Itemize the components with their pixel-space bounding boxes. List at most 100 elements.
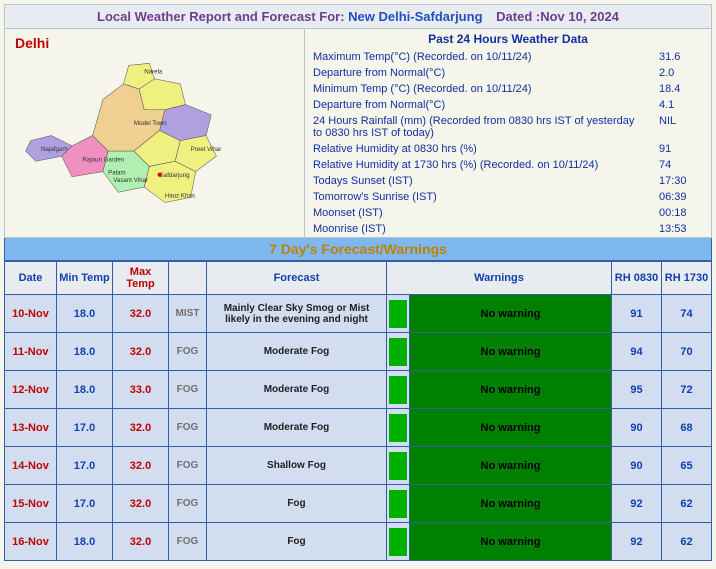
warning-color-box <box>389 528 407 556</box>
title-date: Dated :Nov 10, 2024 <box>496 9 619 24</box>
cell-date: 13-Nov <box>5 409 57 447</box>
cell-weather-icon: MIST <box>169 295 207 333</box>
svg-text:Narela: Narela <box>144 69 163 76</box>
top-panel: Delhi Narela Najafgarh Rajouri Garden Va… <box>4 29 712 238</box>
past24-value: 4.1 <box>651 97 711 113</box>
cell-rh0830: 90 <box>612 447 662 485</box>
cell-forecast: Moderate Fog <box>207 333 387 371</box>
past24-value: 31.6 <box>651 49 711 65</box>
cell-rh0830: 90 <box>612 409 662 447</box>
cell-max: 32.0 <box>113 333 169 371</box>
past24-label: Tomorrow's Sunrise (IST) <box>305 189 651 205</box>
cell-max: 32.0 <box>113 409 169 447</box>
past24-label: Relative Humidity at 1730 hrs (%) (Recor… <box>305 157 651 173</box>
forecast-table: Date Min Temp Max Temp Forecast Warnings… <box>4 261 712 561</box>
col-rh1730: RH 1730 <box>662 262 712 295</box>
past24-row: Maximum Temp(°C) (Recorded. on 10/11/24)… <box>305 49 711 65</box>
past24-label: 24 Hours Rainfall (mm) (Recorded from 08… <box>305 113 651 141</box>
cell-weather-icon: FOG <box>169 409 207 447</box>
forecast-row: 15-Nov17.032.0FOGFogNo warning9262 <box>5 485 712 523</box>
forecast-row: 13-Nov17.032.0FOGModerate FogNo warning9… <box>5 409 712 447</box>
past24-row: Relative Humidity at 1730 hrs (%) (Recor… <box>305 157 711 173</box>
cell-date: 15-Nov <box>5 485 57 523</box>
cell-forecast: Fog <box>207 523 387 561</box>
cell-warning-box <box>387 485 410 523</box>
cell-warning-box <box>387 447 410 485</box>
cell-max: 32.0 <box>113 523 169 561</box>
map-cell: Delhi Narela Najafgarh Rajouri Garden Va… <box>5 29 305 237</box>
forecast-row: 10-Nov18.032.0MISTMainly Clear Sky Smog … <box>5 295 712 333</box>
forecast-header-row: Date Min Temp Max Temp Forecast Warnings… <box>5 262 712 295</box>
cell-min: 18.0 <box>57 523 113 561</box>
cell-warning: No warning <box>410 333 612 371</box>
past24-label: Moonrise (IST) <box>305 221 651 237</box>
cell-warning: No warning <box>410 523 612 561</box>
forecast-row: 12-Nov18.033.0FOGModerate FogNo warning9… <box>5 371 712 409</box>
past24-header: Past 24 Hours Weather Data <box>305 29 711 49</box>
past24-value: 13:53 <box>651 221 711 237</box>
cell-max: 32.0 <box>113 295 169 333</box>
past24-label: Departure from Normal(°C) <box>305 97 651 113</box>
past24-row: 24 Hours Rainfall (mm) (Recorded from 08… <box>305 113 711 141</box>
col-rh0830: RH 0830 <box>612 262 662 295</box>
cell-warning-box <box>387 333 410 371</box>
past24-value: 74 <box>651 157 711 173</box>
cell-warning-box <box>387 409 410 447</box>
cell-forecast: Shallow Fog <box>207 447 387 485</box>
warning-color-box <box>389 300 407 328</box>
cell-min: 17.0 <box>57 485 113 523</box>
col-icon <box>169 262 207 295</box>
past24-value: 91 <box>651 141 711 157</box>
svg-text:Vasant Vihar: Vasant Vihar <box>113 177 148 184</box>
past24-row: Todays Sunset (IST)17:30 <box>305 173 711 189</box>
svg-text:Safdarjung: Safdarjung <box>160 172 190 179</box>
past24-label: Todays Sunset (IST) <box>305 173 651 189</box>
cell-rh0830: 95 <box>612 371 662 409</box>
delhi-map: Narela Najafgarh Rajouri Garden Vasant V… <box>9 53 300 218</box>
title-bar: Local Weather Report and Forecast For: N… <box>4 4 712 29</box>
past24-value: 2.0 <box>651 65 711 81</box>
title-prefix: Local Weather Report and Forecast For: <box>97 9 348 24</box>
forecast-row: 14-Nov17.032.0FOGShallow FogNo warning90… <box>5 447 712 485</box>
cell-max: 33.0 <box>113 371 169 409</box>
cell-date: 10-Nov <box>5 295 57 333</box>
cell-weather-icon: FOG <box>169 371 207 409</box>
cell-warning-box <box>387 371 410 409</box>
cell-min: 18.0 <box>57 333 113 371</box>
warning-color-box <box>389 338 407 366</box>
cell-max: 32.0 <box>113 485 169 523</box>
past24-table: Maximum Temp(°C) (Recorded. on 10/11/24)… <box>305 49 711 237</box>
cell-weather-icon: FOG <box>169 333 207 371</box>
past24-row: Departure from Normal(°C)4.1 <box>305 97 711 113</box>
cell-max: 32.0 <box>113 447 169 485</box>
past24-row: Moonset (IST)00:18 <box>305 205 711 221</box>
warning-color-box <box>389 452 407 480</box>
cell-min: 17.0 <box>57 409 113 447</box>
past24-value: 06:39 <box>651 189 711 205</box>
svg-text:Model Town: Model Town <box>134 120 167 127</box>
title-location: New Delhi-Safdarjung <box>348 9 482 24</box>
cell-forecast: Moderate Fog <box>207 409 387 447</box>
warning-color-box <box>389 490 407 518</box>
forecast-row: 11-Nov18.032.0FOGModerate Fog No warning9… <box>5 333 712 371</box>
col-warnings: Warnings <box>387 262 612 295</box>
cell-forecast: Fog <box>207 485 387 523</box>
past24-value: 18.4 <box>651 81 711 97</box>
cell-rh1730: 74 <box>662 295 712 333</box>
cell-warning-box <box>387 295 410 333</box>
forecast-row: 16-Nov18.032.0FOGFogNo warning9262 <box>5 523 712 561</box>
cell-warning: No warning <box>410 485 612 523</box>
past24-row: Moonrise (IST)13:53 <box>305 221 711 237</box>
past24-row: Minimum Temp (°C) (Recorded. on 10/11/24… <box>305 81 711 97</box>
past24-row: Relative Humidity at 0830 hrs (%)91 <box>305 141 711 157</box>
cell-date: 11-Nov <box>5 333 57 371</box>
cell-rh1730: 65 <box>662 447 712 485</box>
cell-rh0830: 94 <box>612 333 662 371</box>
cell-forecast: Moderate Fog <box>207 371 387 409</box>
past24-label: Moonset (IST) <box>305 205 651 221</box>
warning-color-box <box>389 376 407 404</box>
past24-value: NIL <box>651 113 711 141</box>
past24-label: Minimum Temp (°C) (Recorded. on 10/11/24… <box>305 81 651 97</box>
cell-date: 12-Nov <box>5 371 57 409</box>
cell-rh1730: 70 <box>662 333 712 371</box>
